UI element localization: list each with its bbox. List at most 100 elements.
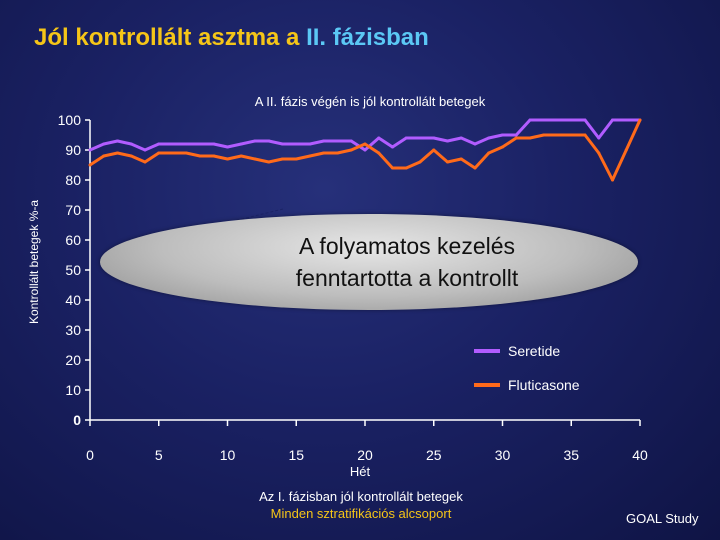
data-point-fluticasone (404, 166, 408, 170)
data-point-seretide (624, 118, 628, 122)
data-point-fluticasone (294, 157, 298, 161)
data-point-fluticasone (116, 151, 119, 155)
data-point-seretide (102, 142, 106, 146)
data-point-fluticasone (308, 154, 312, 158)
data-point-seretide (294, 142, 298, 146)
legend-label-fluticasone: Fluticasone (508, 377, 580, 393)
data-point-fluticasone (638, 118, 642, 122)
data-point-fluticasone (253, 157, 257, 161)
data-point-fluticasone (198, 154, 202, 158)
data-point-fluticasone (391, 166, 394, 170)
data-point-seretide (116, 139, 119, 143)
data-point-fluticasone (446, 160, 449, 164)
data-point-seretide (432, 136, 436, 140)
data-point-seretide (377, 136, 381, 140)
subgroup-note: Minden sztratifikációs alcsoport (270, 506, 452, 521)
data-point-seretide (198, 142, 202, 146)
slide-title: Jól kontrollált asztma a II. fázisban (34, 24, 429, 52)
data-point-fluticasone (281, 157, 284, 161)
series-layer (88, 118, 642, 182)
data-point-seretide (363, 148, 367, 152)
population-note: Az I. fázisban jól kontrollált betegek (259, 489, 463, 504)
data-point-seretide (322, 139, 326, 143)
x-tick-label: 15 (288, 447, 304, 463)
data-point-fluticasone (88, 163, 92, 167)
data-point-fluticasone (501, 145, 504, 149)
data-point-fluticasone (267, 160, 271, 164)
x-tick-label: 10 (220, 447, 236, 463)
data-point-fluticasone (487, 151, 491, 155)
data-point-seretide (171, 142, 174, 146)
data-point-seretide (459, 136, 463, 140)
data-point-fluticasone (624, 148, 628, 152)
data-point-fluticasone (102, 154, 106, 158)
data-point-fluticasone (349, 148, 353, 152)
callout-bubble: A folyamatos kezelés fenntartotta a kont… (100, 214, 638, 310)
data-point-fluticasone (611, 178, 614, 182)
data-point-fluticasone (157, 151, 161, 155)
data-point-seretide (336, 139, 339, 143)
y-tick-label: 30 (65, 322, 81, 338)
data-point-fluticasone (129, 154, 133, 158)
y-tick-label: 10 (65, 382, 81, 398)
data-point-fluticasone (542, 133, 546, 137)
data-point-seretide (501, 133, 504, 137)
data-point-seretide (569, 118, 573, 122)
data-point-fluticasone (239, 154, 243, 158)
data-point-seretide (308, 142, 312, 146)
y-tick-label: 40 (65, 292, 81, 308)
data-point-seretide (267, 139, 271, 143)
y-tick-label: 90 (65, 142, 81, 158)
data-point-seretide (88, 148, 92, 152)
data-point-seretide (528, 118, 532, 122)
data-point-seretide (212, 142, 216, 146)
data-point-fluticasone (418, 160, 422, 164)
data-point-fluticasone (473, 166, 477, 170)
data-point-seretide (514, 133, 518, 137)
y-tick-label: 20 (65, 352, 81, 368)
data-point-fluticasone (528, 136, 532, 140)
data-point-seretide (157, 142, 161, 146)
data-point-fluticasone (377, 151, 381, 155)
y-tick-label: 50 (65, 262, 81, 278)
x-tick-label: 0 (86, 447, 94, 463)
data-point-seretide (281, 142, 284, 146)
slide-title-highlight: II. fázisban (306, 24, 429, 51)
source-label: GOAL Study (626, 511, 699, 526)
data-point-seretide (129, 142, 133, 146)
data-point-seretide (184, 142, 188, 146)
data-point-fluticasone (184, 151, 188, 155)
data-point-seretide (556, 118, 559, 122)
data-point-fluticasone (583, 133, 587, 137)
data-point-seretide (391, 145, 394, 149)
data-point-seretide (473, 142, 477, 146)
data-point-seretide (253, 139, 257, 143)
data-point-fluticasone (514, 136, 518, 140)
data-point-fluticasone (569, 133, 573, 137)
x-ticks: 0 5 10 15 20 25 30 35 40 (86, 420, 648, 463)
data-point-seretide (226, 145, 229, 149)
x-tick-label: 25 (426, 447, 442, 463)
data-point-fluticasone (212, 154, 216, 158)
data-point-fluticasone (171, 151, 174, 155)
y-tick-label: 80 (65, 172, 81, 188)
x-tick-label: 5 (155, 447, 163, 463)
slide-title-main: Jól kontrollált asztma a (34, 24, 307, 51)
data-point-seretide (597, 136, 601, 140)
data-point-fluticasone (363, 142, 367, 146)
data-point-fluticasone (556, 133, 559, 137)
x-tick-label: 20 (357, 447, 373, 463)
data-point-seretide (404, 136, 408, 140)
data-point-seretide (446, 139, 449, 143)
x-tick-label: 35 (563, 447, 579, 463)
data-point-seretide (487, 136, 491, 140)
data-point-seretide (418, 136, 422, 140)
chart-subtitle: A II. fázis végén is jól kontrollált bet… (254, 94, 486, 109)
data-point-seretide (239, 142, 243, 146)
legend: Seretide Fluticasone (474, 343, 580, 393)
y-tick-label: 100 (58, 112, 82, 128)
legend-label-seretide: Seretide (508, 343, 560, 359)
data-point-fluticasone (459, 157, 463, 161)
data-point-fluticasone (143, 160, 147, 164)
data-point-fluticasone (597, 151, 601, 155)
